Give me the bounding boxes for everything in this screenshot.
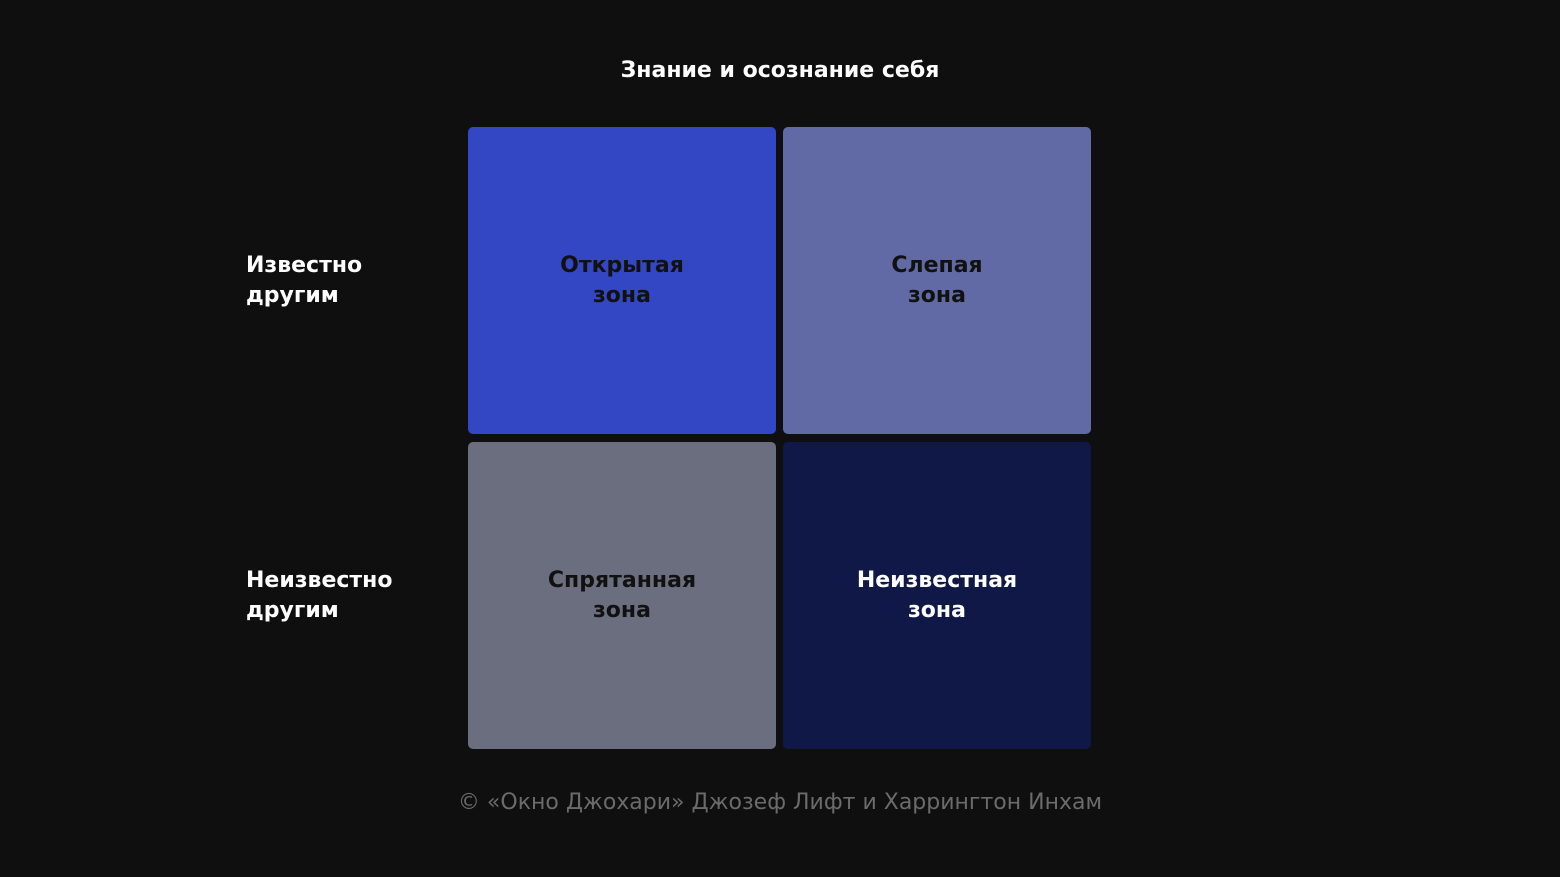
- cell-label: Неизвестная зона: [856, 567, 1018, 623]
- cell-label: Слепая зона: [891, 252, 983, 308]
- cell-open-zone: Открытая зона: [468, 127, 776, 434]
- copyright-footer: © «Окно Джохари» Джозеф Лифт и Харрингто…: [457, 790, 1103, 815]
- cell-hidden-zone: Спрятанная зона: [468, 442, 776, 749]
- cell-label: Открытая зона: [560, 252, 684, 308]
- diagram-title: Знание и осознание себя: [620, 58, 940, 83]
- row-label-known: Известно другим: [246, 253, 363, 308]
- row-label-unknown: Неизвестно другим: [246, 568, 393, 623]
- cell-unknown-zone: Неизвестная зона: [783, 442, 1091, 749]
- cell-label: Спрятанная зона: [547, 567, 697, 623]
- cell-blind-zone: Слепая зона: [783, 127, 1091, 434]
